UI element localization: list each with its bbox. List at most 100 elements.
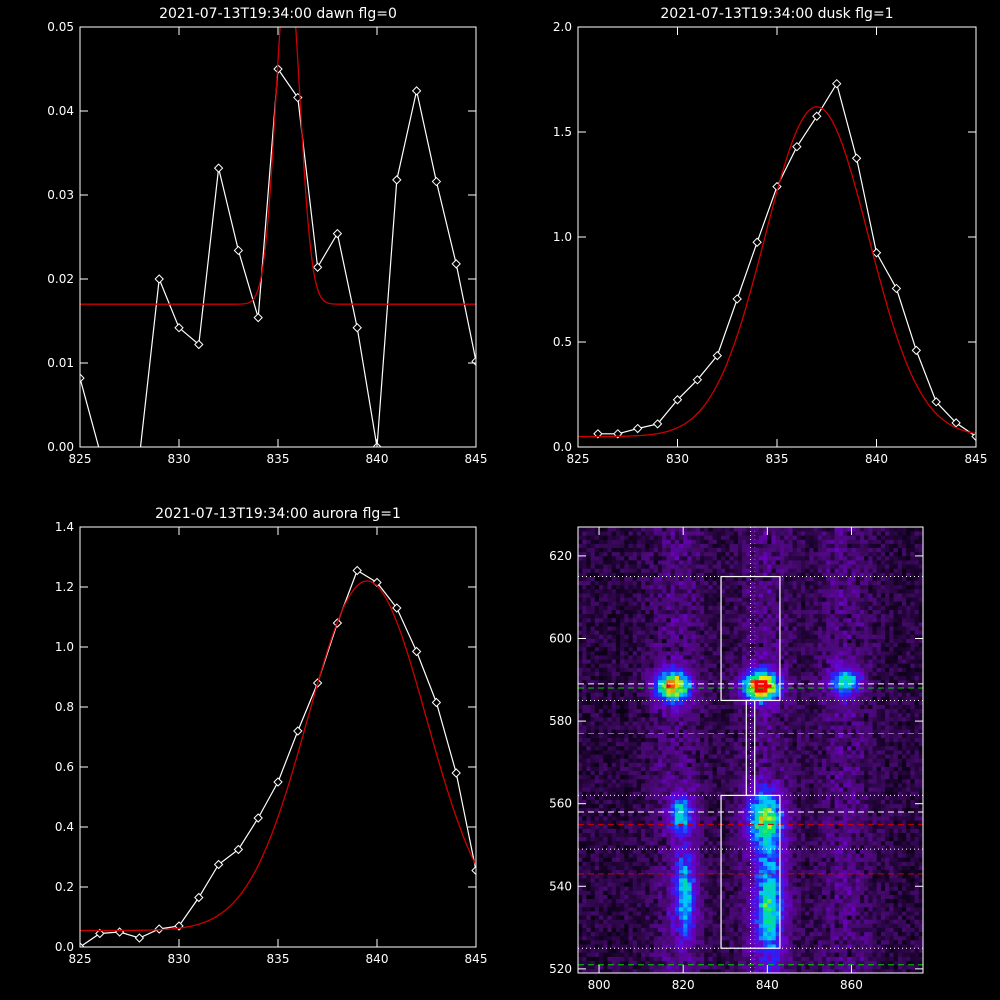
heat-cell [582, 803, 587, 809]
heat-cell [687, 915, 692, 920]
data-point [114, 927, 125, 937]
heat-cell [683, 832, 688, 838]
heat-cell [641, 853, 646, 858]
heat-cell [880, 952, 886, 957]
heat-cell [746, 729, 751, 734]
heat-cell [843, 832, 848, 838]
heat-cell [649, 778, 655, 784]
heat-cell [817, 886, 823, 891]
heat-cell [876, 865, 882, 871]
heat-cell [859, 787, 865, 792]
heat-cell [742, 840, 747, 846]
heat-cell [838, 898, 844, 904]
heat-cell [847, 741, 852, 747]
heat-cell [750, 770, 756, 776]
heat-cell [611, 774, 617, 780]
heat-cell [902, 849, 907, 854]
heat-cell [775, 873, 781, 879]
heat-cell [746, 964, 751, 970]
heat-cell [691, 952, 697, 957]
heat-cell [716, 865, 722, 871]
heat-cell [729, 762, 735, 767]
heat-cell [868, 741, 873, 747]
heat-cell [801, 940, 806, 945]
heat-cell [645, 737, 650, 743]
heat-cell [914, 882, 920, 887]
heat-cell [662, 940, 667, 945]
heat-cell [636, 906, 642, 912]
heat-cell [864, 940, 869, 945]
heat-cell [805, 902, 810, 908]
heat-cell [851, 944, 857, 949]
heat-cell [679, 811, 684, 817]
heat-cell [733, 733, 739, 738]
heat-cell [826, 935, 831, 941]
heat-cell [666, 960, 671, 966]
heat-cell [763, 968, 768, 974]
heat-cell [914, 816, 920, 821]
heat-cell [796, 915, 802, 920]
heat-cell [615, 948, 621, 953]
heat-cell [594, 869, 600, 875]
y-tick-label: 0.6 [55, 760, 74, 774]
heat-cell [594, 948, 600, 953]
heat-cell [716, 956, 722, 961]
heat-cell [758, 857, 764, 862]
heat-cell [737, 898, 743, 904]
heat-cell [674, 935, 680, 941]
heat-cell [843, 741, 848, 747]
heat-cell [704, 774, 709, 780]
heat-cell [615, 754, 621, 759]
heat-cell [780, 836, 785, 842]
heat-cell [721, 960, 726, 966]
heat-cell [687, 890, 692, 895]
heat-cell [918, 745, 924, 751]
heat-cell [578, 935, 583, 941]
heat-cell [792, 948, 798, 953]
heat-cell [754, 832, 760, 838]
x-tick-label: 845 [465, 452, 488, 466]
heat-cell [683, 923, 688, 928]
heat-cell [683, 750, 688, 755]
heat-cell [721, 799, 726, 805]
heat-cell [855, 964, 861, 970]
heat-cell [700, 795, 705, 800]
heat-cell [885, 898, 890, 904]
heat-cell [721, 845, 726, 850]
heat-cell [636, 898, 642, 904]
heat-cell [695, 750, 701, 755]
heat-cell [763, 820, 768, 825]
heat-cell [716, 787, 722, 792]
heat-cell [742, 787, 747, 792]
heat-cell [822, 828, 827, 833]
heat-cell [725, 865, 730, 871]
panel-3: 825 830 835 840 8450.00.20.40.60.81.01.21.42… [55, 506, 488, 966]
chart-title: 2021-07-13T19:34:00 dawn flg=0 [159, 6, 397, 22]
heat-cell [683, 948, 688, 953]
heat-cell [704, 729, 709, 734]
heat-cell [767, 964, 772, 970]
heat-cell [657, 940, 663, 945]
heat-cell [859, 861, 865, 866]
heat-cell [872, 935, 878, 941]
heat-cell [792, 828, 798, 833]
data-point [332, 228, 343, 239]
heat-cell [902, 964, 907, 970]
heat-cell [830, 845, 835, 850]
heat-cell [767, 886, 772, 891]
heat-cell [801, 890, 806, 895]
heat-cell [628, 811, 634, 817]
heat-cell [704, 791, 709, 796]
heat-cell [813, 944, 819, 949]
y-tick-label: 0.00 [47, 440, 74, 454]
heat-cell [855, 869, 861, 875]
heat-cell [864, 911, 869, 916]
heat-cell [796, 898, 802, 904]
heat-cell [653, 832, 659, 838]
heat-cell [670, 915, 676, 920]
heat-cell [868, 964, 873, 970]
heat-cell [822, 836, 827, 842]
heat-cell [826, 861, 831, 866]
heat-cell [817, 873, 823, 879]
heat-cell [771, 820, 777, 825]
